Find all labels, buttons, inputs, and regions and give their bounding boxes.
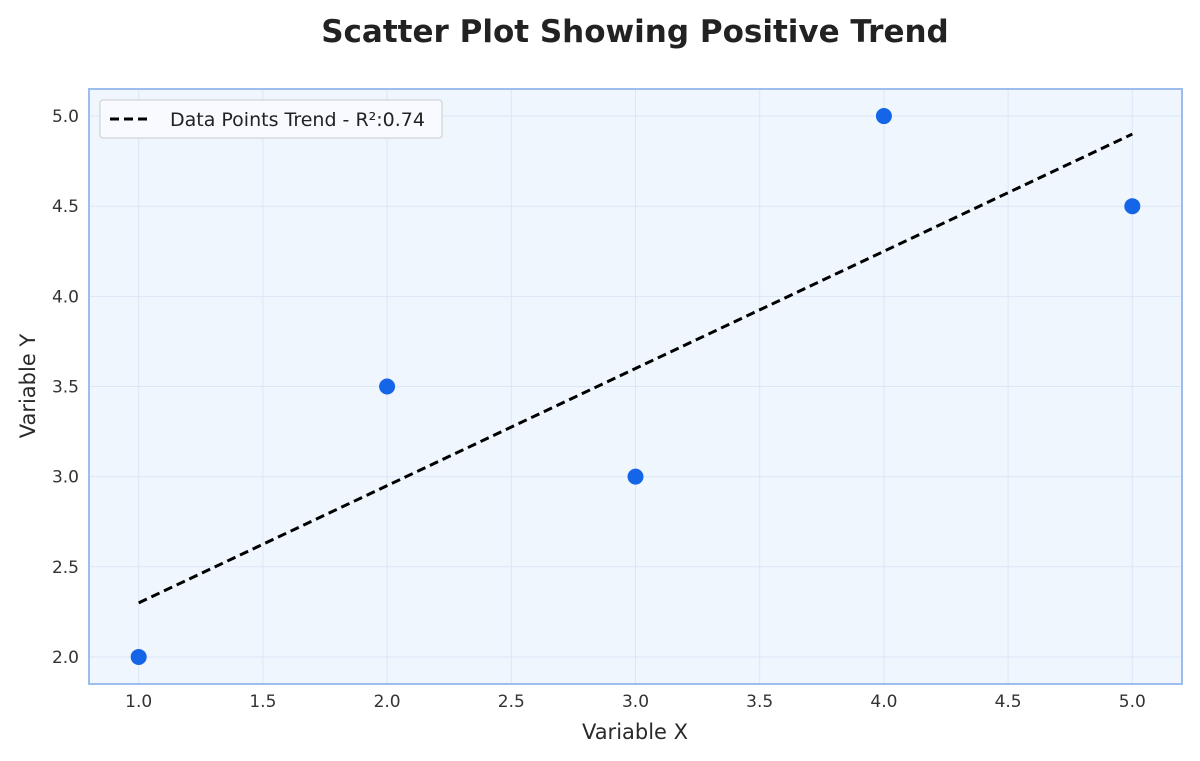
plot-border xyxy=(88,88,1183,685)
x-tick-label: 2.5 xyxy=(498,692,525,712)
scatter-point xyxy=(130,648,147,665)
y-tick-label: 4.5 xyxy=(52,197,79,217)
x-tick-label: 5.0 xyxy=(1119,692,1146,712)
y-tick-label: 5.0 xyxy=(52,107,79,127)
chart-title: Scatter Plot Showing Positive Trend xyxy=(321,14,949,50)
x-tick-label: 4.5 xyxy=(995,692,1022,712)
y-axis-ticks: 2.0 2.5 3.0 3.5 4.0 4.5 5.0 xyxy=(52,107,79,668)
scatter-point xyxy=(875,108,892,125)
x-axis-label: Variable X xyxy=(582,720,688,744)
scatter-point xyxy=(379,378,396,395)
y-axis-label: Variable Y xyxy=(16,334,40,439)
x-tick-label: 2.0 xyxy=(374,692,401,712)
trend-line xyxy=(138,132,1133,605)
x-tick-label: 1.5 xyxy=(249,692,276,712)
x-tick-label: 1.0 xyxy=(125,692,152,712)
scatter-point xyxy=(627,468,644,485)
x-axis-ticks: 1.0 1.5 2.0 2.5 3.0 3.5 4.0 4.5 5.0 xyxy=(125,692,1146,712)
y-tick-label: 4.0 xyxy=(52,287,79,307)
trend-line-layer xyxy=(138,132,1133,605)
y-tick-label: 2.5 xyxy=(52,558,79,578)
scatter-point xyxy=(1124,198,1141,215)
y-tick-label: 2.0 xyxy=(52,648,79,668)
y-tick-label: 3.0 xyxy=(52,468,79,488)
legend-label: Data Points Trend - R²:0.74 xyxy=(170,109,425,131)
scatter-points xyxy=(130,108,1141,665)
x-tick-label: 4.0 xyxy=(870,692,897,712)
x-tick-label: 3.0 xyxy=(622,692,649,712)
legend-box xyxy=(99,99,443,139)
legend: Data Points Trend - R²:0.74 xyxy=(99,99,443,139)
x-tick-label: 3.5 xyxy=(746,692,773,712)
y-tick-label: 3.5 xyxy=(52,378,79,398)
